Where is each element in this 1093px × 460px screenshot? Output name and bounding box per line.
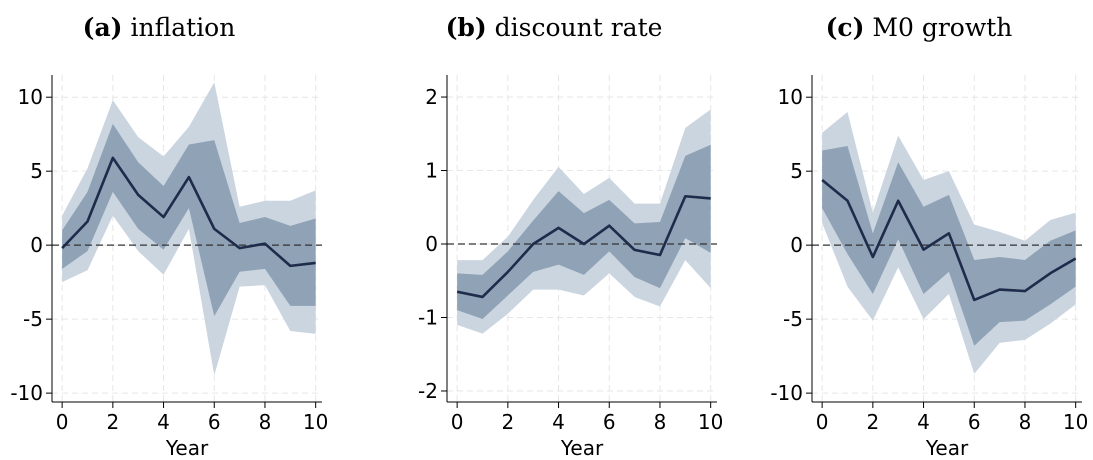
panel-label: (c)	[826, 13, 865, 42]
line	[456, 194, 711, 299]
y-tick-label: 1	[425, 159, 438, 183]
x-tick-label: 4	[917, 410, 930, 434]
x-tick-label: 2	[106, 410, 119, 434]
x-tick-label: 8	[654, 410, 667, 434]
y-tick-label: 0	[30, 233, 43, 257]
confidence-band	[822, 146, 1076, 346]
x-tick-label: 4	[157, 410, 170, 434]
confidence-band	[62, 123, 316, 317]
x-tick-label: 6	[968, 410, 981, 434]
y-tick-label: -5	[783, 307, 803, 331]
line	[821, 179, 1077, 302]
y-tick-label: 5	[30, 159, 43, 183]
y-tick-label: -2	[418, 379, 438, 403]
x-tick-label: 2	[501, 410, 514, 434]
y-tick-label: 0	[790, 233, 803, 257]
title-space	[487, 13, 495, 42]
x-tick-label: 2	[866, 410, 879, 434]
x-tick-label: 8	[1019, 410, 1032, 434]
x-tick-label: 0	[451, 410, 464, 434]
x-tick-label: 10	[1063, 410, 1088, 434]
panel-title-text: M0 growth	[872, 13, 1012, 42]
panel-label: (a)	[83, 13, 123, 42]
x-axis-label: Year	[165, 436, 209, 460]
y-tick-label: 10	[778, 85, 803, 109]
panel-title: (c) M0 growth	[826, 13, 1013, 42]
title-space	[864, 13, 872, 42]
x-tick-label: 0	[56, 410, 69, 434]
panel-title: (b) discount rate	[446, 13, 663, 42]
y-tick-label: -10	[10, 381, 43, 405]
title-space	[123, 13, 131, 42]
y-tick-label: 5	[790, 159, 803, 183]
x-tick-label: 10	[303, 410, 328, 434]
x-tick-label: 6	[208, 410, 221, 434]
x-tick-label: 0	[816, 410, 829, 434]
panel-label: (b)	[446, 13, 487, 42]
y-tick-label: 10	[18, 85, 43, 109]
x-tick-label: 4	[552, 410, 565, 434]
y-tick-label: -1	[418, 305, 438, 329]
panel-title: (a) inflation	[83, 13, 236, 42]
panel-title-text: discount rate	[495, 13, 663, 42]
panel-title-text: inflation	[130, 13, 235, 42]
line	[61, 156, 316, 268]
confidence-band	[457, 144, 711, 319]
x-tick-label: 10	[698, 410, 723, 434]
x-tick-label: 6	[603, 410, 616, 434]
y-tick-label: 2	[425, 85, 438, 109]
x-axis-label: Year	[925, 436, 969, 460]
x-axis-label: Year	[560, 436, 604, 460]
x-tick-label: 8	[259, 410, 272, 434]
y-tick-label: 0	[425, 232, 438, 256]
y-tick-label: -10	[770, 381, 803, 405]
y-tick-label: -5	[23, 307, 43, 331]
